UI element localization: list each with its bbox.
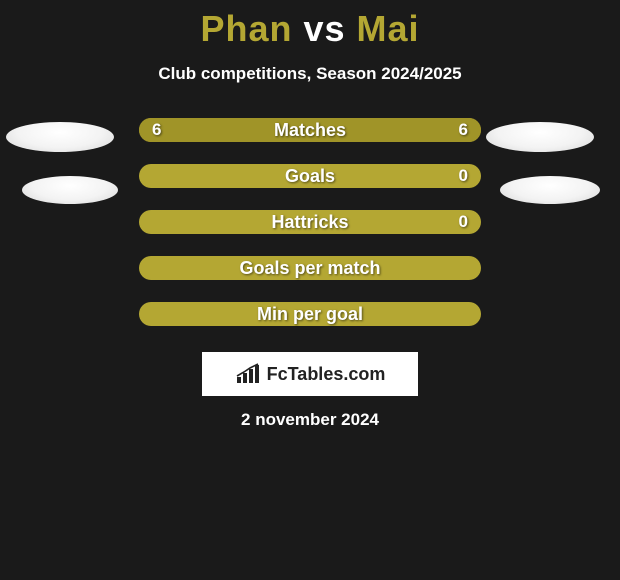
comparison-infographic: Phan vs Mai Club competitions, Season 20… xyxy=(0,0,620,580)
title-player-left: Phan xyxy=(200,8,292,49)
stat-row: Hattricks0 xyxy=(0,210,620,256)
stat-bar xyxy=(139,256,481,280)
player-right-shadow-large xyxy=(486,122,594,152)
bar-chart-icon xyxy=(235,363,261,385)
stat-row: Min per goal xyxy=(0,302,620,348)
title-vs: vs xyxy=(292,8,356,49)
title-player-right: Mai xyxy=(357,8,420,49)
page-title: Phan vs Mai xyxy=(0,0,620,50)
stat-bar-left-segment xyxy=(139,118,310,142)
player-right-shadow-small xyxy=(500,176,600,204)
player-left-shadow-large xyxy=(6,122,114,152)
date-text: 2 november 2024 xyxy=(241,410,379,430)
player-left-shadow-small xyxy=(22,176,118,204)
stat-row: Goals per match xyxy=(0,256,620,302)
stat-bar xyxy=(139,164,481,188)
brand-text: FcTables.com xyxy=(267,364,386,385)
subtitle: Club competitions, Season 2024/2025 xyxy=(0,64,620,84)
stat-bar xyxy=(139,118,481,142)
brand-badge: FcTables.com xyxy=(202,352,418,396)
stat-bar xyxy=(139,302,481,326)
stat-bar-right-segment xyxy=(310,118,481,142)
stats-area: Matches66Goals0Hattricks0Goals per match… xyxy=(0,118,620,348)
stat-bar xyxy=(139,210,481,234)
